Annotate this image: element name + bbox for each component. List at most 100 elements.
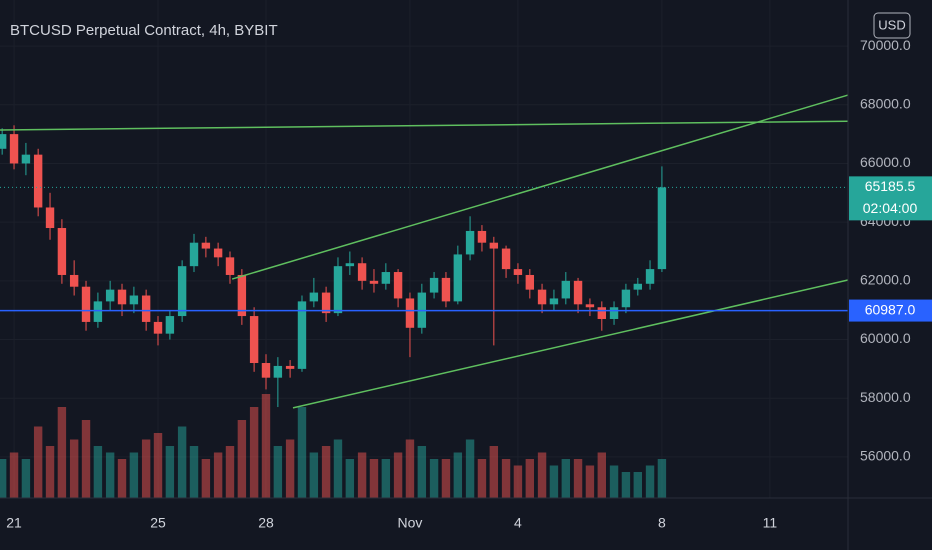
currency-label[interactable]: USD xyxy=(878,17,905,32)
candle-body xyxy=(429,277,439,293)
candle-body xyxy=(561,280,571,299)
volume-bar xyxy=(645,465,655,498)
candle-body xyxy=(93,301,103,322)
x-tick-label: 25 xyxy=(150,515,166,531)
candle-body xyxy=(33,154,43,208)
volume-bar xyxy=(657,459,667,498)
candle-body xyxy=(261,363,271,378)
candle-body xyxy=(489,242,499,249)
volume-bar xyxy=(273,446,283,498)
candle-body xyxy=(441,277,451,302)
candle-body xyxy=(249,316,259,364)
candle-body xyxy=(621,289,631,308)
candle-body xyxy=(201,242,211,249)
y-tick-label: 70000.0 xyxy=(860,37,911,53)
volume-bar xyxy=(309,452,319,498)
candle-body xyxy=(105,289,115,302)
y-tick-label: 60000.0 xyxy=(860,330,911,346)
y-tick-label: 62000.0 xyxy=(860,272,911,288)
candle-body xyxy=(609,307,619,319)
volume-bar xyxy=(81,420,91,498)
volume-bar xyxy=(489,446,499,498)
candle-body xyxy=(477,230,487,243)
volume-bar xyxy=(357,452,367,498)
volume-bar xyxy=(441,459,451,498)
volume-bar xyxy=(549,465,559,498)
candle-body xyxy=(513,269,523,275)
y-tick-label: 58000.0 xyxy=(860,389,911,405)
volume-bar xyxy=(93,446,103,498)
currency-button[interactable] xyxy=(873,12,911,39)
candle-body xyxy=(81,286,91,322)
candle-body xyxy=(225,257,235,275)
volume-bar xyxy=(33,426,43,498)
candle-body xyxy=(57,228,67,275)
volume-bar xyxy=(261,394,271,498)
candle-body xyxy=(9,134,19,164)
candle-body xyxy=(357,263,367,281)
candle-body xyxy=(45,207,55,229)
volume-bar xyxy=(21,459,31,498)
volume-bar xyxy=(225,446,235,498)
candle-body xyxy=(297,301,307,369)
volume-bar xyxy=(585,465,595,498)
volume-bar xyxy=(621,472,631,498)
volume-bar xyxy=(573,459,583,498)
candle-body xyxy=(597,307,607,319)
candle-body xyxy=(273,365,283,378)
candle-body xyxy=(189,242,199,267)
candle-body xyxy=(585,304,595,308)
x-tick-label: Nov xyxy=(398,515,423,531)
trend-line xyxy=(0,120,849,131)
y-tick-label: 56000.0 xyxy=(860,448,911,464)
candle-body xyxy=(177,266,187,317)
candle-body xyxy=(405,298,415,328)
candle-body xyxy=(0,134,7,149)
volume-bar xyxy=(165,446,175,498)
volume-bar xyxy=(285,439,295,498)
volume-bar xyxy=(249,407,259,498)
candle-body xyxy=(393,272,403,299)
x-tick-label: 4 xyxy=(514,515,522,531)
candle-body xyxy=(549,298,559,305)
candle-body xyxy=(501,248,511,270)
volume-bar xyxy=(429,459,439,498)
y-tick-label: 68000.0 xyxy=(860,95,911,111)
volume-bar xyxy=(237,420,247,498)
volume-bar xyxy=(597,452,607,498)
candle-body xyxy=(117,289,127,305)
volume-bar xyxy=(105,452,115,498)
candle-body xyxy=(573,280,583,305)
volume-bar xyxy=(417,446,427,498)
candle-body xyxy=(333,266,343,314)
candle-body xyxy=(345,263,355,267)
candle-body xyxy=(285,365,295,369)
countdown-label: 02:04:00 xyxy=(863,200,918,216)
volume-bar xyxy=(141,439,151,498)
candle-body xyxy=(381,272,391,284)
volume-bar xyxy=(609,465,619,498)
candle-body xyxy=(453,254,463,302)
volume-bar xyxy=(345,459,355,498)
candle-body xyxy=(465,230,475,255)
candle-body xyxy=(309,292,319,302)
volume-bar xyxy=(513,465,523,498)
volume-bar xyxy=(57,407,67,498)
volume-bar xyxy=(453,452,463,498)
x-tick-label: 28 xyxy=(258,515,274,531)
volume-bar xyxy=(369,459,379,498)
volume-bar xyxy=(213,452,223,498)
price-label-box xyxy=(849,176,932,221)
candle-body xyxy=(321,292,331,314)
candle-body xyxy=(21,154,31,164)
volume-bar xyxy=(189,446,199,498)
candle-body xyxy=(153,321,163,334)
volume-bar xyxy=(393,452,403,498)
price-label: 60987.0 xyxy=(865,301,916,317)
volume-bar xyxy=(333,439,343,498)
volume-bar xyxy=(537,452,547,498)
price-label: 65185.5 xyxy=(865,178,916,194)
volume-bar xyxy=(45,446,55,498)
volume-bar xyxy=(477,459,487,498)
